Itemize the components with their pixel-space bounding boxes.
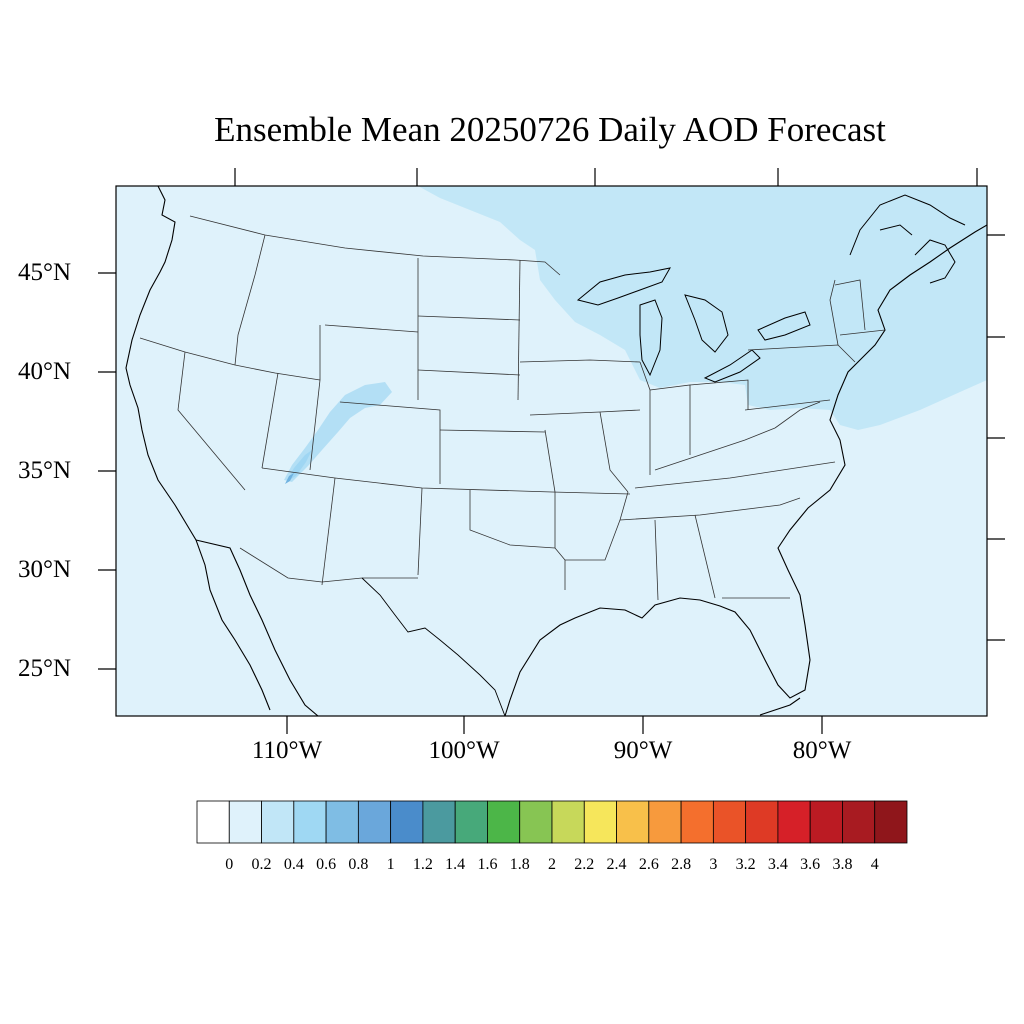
colorbar-tick-label: 1.8 [509, 856, 530, 873]
colorbar-swatch [874, 800, 908, 844]
lon-label-100w: 100°W [428, 737, 500, 764]
colorbar-swatch [519, 800, 553, 844]
colorbar-swatch [357, 800, 392, 844]
great-lakes [576, 267, 811, 383]
map-frame [115, 185, 988, 717]
colorbar-tick-label: 2.2 [574, 856, 595, 873]
colorbar-swatch [809, 800, 843, 844]
colorbar-swatch [551, 800, 585, 844]
lon-label-110w: 110°W [251, 737, 323, 764]
lat-label-30n: 30°N [18, 556, 72, 583]
colorbar-swatch [325, 800, 359, 844]
colorbar-tick-label: 3.2 [735, 856, 756, 873]
colorbar-swatch [745, 800, 779, 844]
colorbar-swatch [648, 800, 682, 844]
colorbar-tick-label: 3.4 [767, 856, 788, 873]
mexico-border [361, 577, 506, 716]
canada-coast [849, 194, 966, 284]
colorbar-tick-label: 2.8 [671, 856, 692, 873]
colorbar-tick-label: 0.2 [251, 856, 272, 873]
colorbar-swatch [228, 800, 262, 844]
colorbar-tick-label: 1.2 [412, 856, 433, 873]
colorbar-swatch [583, 800, 617, 844]
colorbar-tick-label: 2.6 [638, 856, 659, 873]
colorbar [196, 800, 908, 844]
colorbar-swatch [712, 800, 747, 844]
colorbar-swatch [390, 800, 424, 844]
colorbar-swatch [487, 800, 521, 844]
map-title: Ensemble Mean 20250726 Daily AOD Forecas… [214, 110, 886, 149]
tick-marks [98, 168, 1005, 734]
colorbar-swatch [842, 800, 876, 844]
colorbar-tick-label: 3.6 [800, 856, 821, 873]
colorbar-tick-label: 1 [386, 856, 395, 873]
state-borders [139, 215, 886, 601]
colorbar-swatch [454, 800, 488, 844]
colorbar-tick-label: 0 [225, 856, 234, 873]
colorbar-tick-label: 3.8 [832, 856, 853, 873]
colorbar-tick-label: 1.6 [477, 856, 498, 873]
lon-label-90w: 90°W [613, 737, 673, 764]
colorbar-swatch [680, 800, 714, 844]
colorbar-tick-label: 3 [709, 856, 718, 873]
colorbar-tick-label: 0.4 [283, 856, 304, 873]
colorbar-swatch [293, 800, 327, 844]
elevated-aod-region-upper-midwest [490, 186, 520, 210]
colorbar-tick-label: 2 [548, 856, 556, 873]
elevated-aod-region-northeast [418, 186, 987, 430]
colorbar-tick-label: 4 [870, 856, 879, 873]
colorbar-swatch [422, 800, 456, 844]
colorbar-swatch [616, 800, 650, 844]
lon-label-80w: 80°W [792, 737, 852, 764]
colorbar-swatch [777, 800, 811, 844]
smoke-plume [284, 382, 392, 482]
coastlines [125, 186, 987, 716]
lat-label-35n: 35°N [18, 457, 72, 484]
colorbar-tick-label: 0.8 [348, 856, 369, 873]
colorbar-tick-label: 2.4 [606, 856, 627, 873]
colorbar-tick-label: 1.4 [445, 856, 466, 873]
lat-label-45n: 45°N [18, 259, 72, 286]
lat-label-40n: 40°N [18, 358, 72, 385]
colorbar-tick-label: 0.6 [316, 856, 337, 873]
colorbar-swatch [261, 800, 295, 844]
colorbar-swatch [196, 800, 230, 844]
lat-label-25n: 25°N [18, 655, 72, 682]
smoke-plume-core [285, 473, 294, 484]
